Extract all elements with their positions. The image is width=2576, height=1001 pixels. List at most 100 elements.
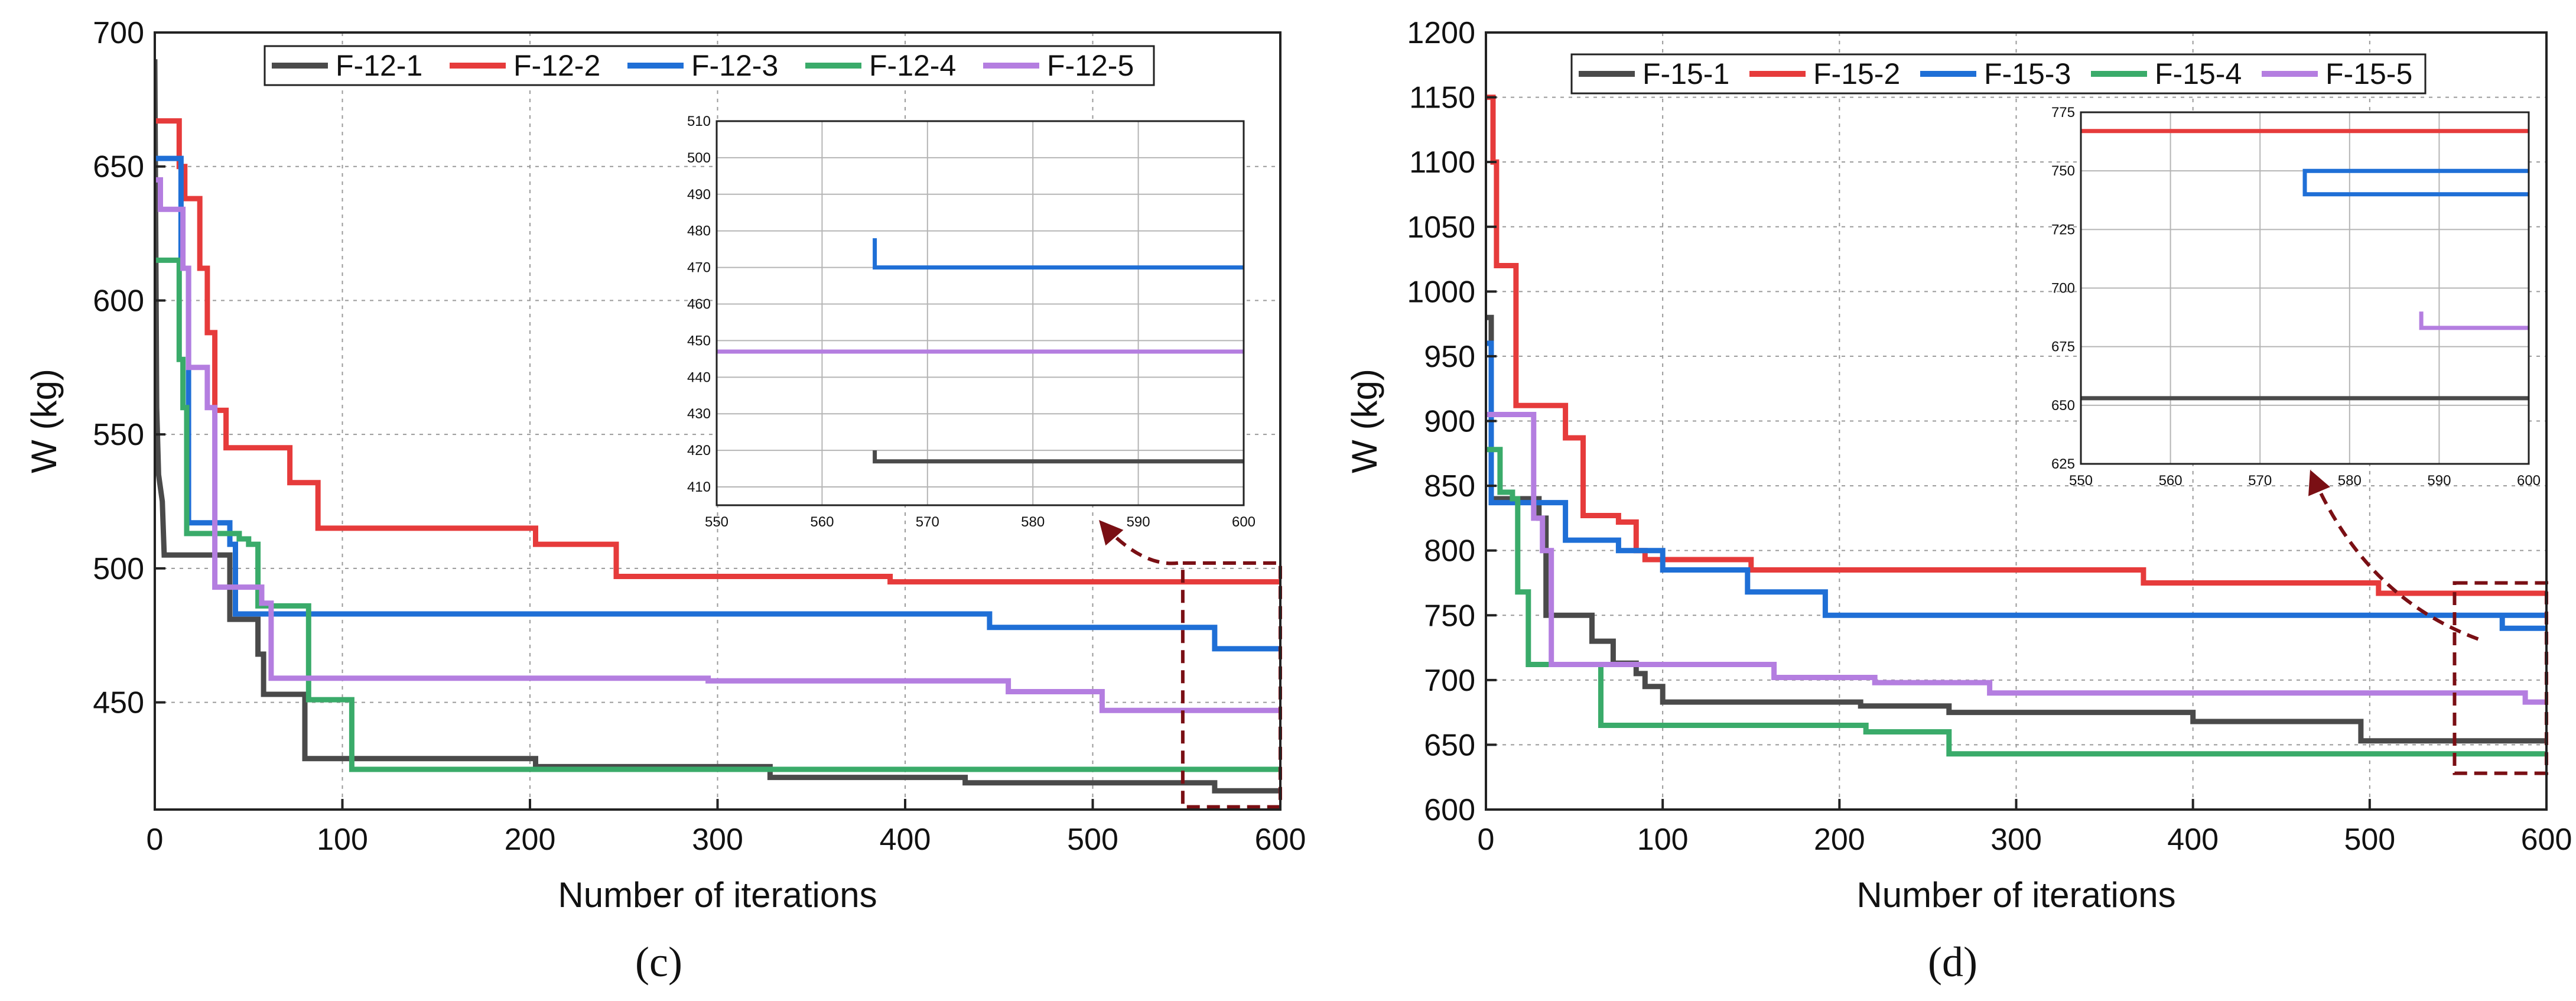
legend-label-f-15-4: F-15-4	[2155, 57, 2242, 90]
inset-x-tick-label: 560	[2159, 473, 2183, 489]
y-tick-label: 700	[1424, 664, 1475, 698]
x-tick-label: 0	[147, 823, 164, 857]
y-tick-label: 650	[1424, 728, 1475, 762]
x-tick-label: 200	[1814, 823, 1865, 857]
inset-y-tick-label: 440	[687, 369, 711, 385]
zoom-arrow-head	[1099, 520, 1124, 546]
series-group	[155, 59, 1280, 794]
inset-x-tick-label: 550	[2069, 473, 2093, 489]
y-tick-label: 450	[93, 686, 144, 720]
legend-label-f-15-5: F-15-5	[2325, 57, 2412, 90]
inset-x-tick-label: 600	[2517, 473, 2541, 489]
x-tick-label: 500	[2344, 823, 2395, 857]
zoom-arrow-head	[2308, 470, 2330, 496]
inset-x-tick-label: 590	[1127, 514, 1150, 530]
inset-y-tick-label: 750	[2051, 163, 2075, 179]
inset-x-tick-label: 550	[705, 514, 728, 530]
inset-y-tick-label: 500	[687, 150, 711, 166]
y-axis-title: W (kg)	[24, 369, 64, 473]
inset-y-tick-label: 510	[687, 113, 711, 129]
zoom-region-box	[2453, 581, 2548, 775]
y-tick-label: 1100	[1409, 145, 1475, 180]
inset-y-tick-label: 420	[687, 443, 711, 459]
inset-y-tick-label: 430	[687, 406, 711, 422]
y-tick-label: 800	[1424, 534, 1475, 568]
inset-x-tick-label: 590	[2427, 473, 2451, 489]
y-tick-label: 1000	[1407, 275, 1475, 309]
legend: F-15-1 F-15-2 F-15-3 F-15-4 F-15-5	[1570, 53, 2427, 95]
inset-series-line-f-15-1	[2081, 396, 2529, 401]
inset-series-group	[717, 238, 1244, 464]
inset-background	[717, 121, 1244, 505]
series-line-f-15-2	[1486, 95, 2546, 596]
legend-label-f-15-1: F-15-1	[1642, 57, 1729, 90]
y-tick-label: 600	[1424, 793, 1475, 827]
series-line-f-15-4	[1486, 447, 2546, 757]
x-tick-label: 600	[2521, 823, 2572, 857]
inset: 550 560 570 580 590 600 410 420 430 440 450 460 470 4…	[687, 113, 1256, 530]
x-tick-label: 400	[2167, 823, 2219, 857]
x-tick-label: 300	[692, 823, 743, 857]
series-line-f-12-5	[155, 177, 1280, 713]
series-line-f-12-2	[155, 118, 1280, 585]
legend-label-f-12-3: F-12-3	[691, 49, 778, 82]
x-tick-label: 600	[1255, 823, 1306, 857]
inset-y-tick-label: 410	[687, 479, 711, 495]
x-axis-title: Number of iterations	[558, 875, 877, 915]
inset-series-line-f-12-1	[873, 450, 1244, 464]
inset-x-tick-label: 570	[2248, 473, 2272, 489]
inset-series-line-f-15-5	[2419, 311, 2529, 330]
x-tick-label: 400	[880, 823, 931, 857]
inset-x-tick-label: 580	[1021, 514, 1045, 530]
legend: F-12-1 F-12-2 F-12-3 F-12-4 F-12-5	[264, 45, 1155, 86]
legend-label-f-12-2: F-12-2	[513, 49, 600, 82]
panel-label: (d)	[1928, 938, 1977, 986]
y-tick-label: 550	[93, 418, 144, 452]
inset-series-line-f-15-2	[2081, 129, 2529, 134]
legend-label-f-12-1: F-12-1	[336, 49, 422, 82]
legend-label-f-15-3: F-15-3	[1984, 57, 2071, 90]
y-axis-title: W (kg)	[1345, 369, 1384, 473]
legend-label-f-15-2: F-15-2	[1813, 57, 1900, 90]
y-tick-label: 700	[93, 16, 144, 50]
y-tick-label: 1200	[1407, 16, 1475, 50]
y-tick-label: 900	[1424, 405, 1475, 439]
x-tick-label: 500	[1067, 823, 1118, 857]
x-tick-label: 100	[317, 823, 368, 857]
series-line-f-12-4	[155, 257, 1280, 772]
inset-series-line-f-12-3	[873, 238, 1244, 270]
inset-y-tick-label: 450	[687, 333, 711, 349]
inset-y-tick-label: 725	[2051, 222, 2075, 238]
inset-x-tick-label: 600	[1232, 514, 1256, 530]
inset-y-tick-label: 700	[2051, 281, 2075, 297]
series-group	[1486, 95, 2546, 757]
y-tick-label: 1150	[1409, 81, 1475, 115]
x-tick-label: 100	[1637, 823, 1689, 857]
y-tick-label: 500	[93, 552, 144, 586]
legend-label-f-12-4: F-12-4	[869, 49, 956, 82]
series-line-f-15-3	[1486, 340, 2546, 631]
inset-y-tick-label: 650	[2051, 398, 2075, 414]
panel-label: (c)	[635, 938, 682, 986]
inset-y-tick-label: 480	[687, 223, 711, 239]
inset-series-line-f-15-3	[2302, 168, 2529, 197]
x-tick-label: 300	[1990, 823, 2042, 857]
inset-x-tick-label: 580	[2338, 473, 2362, 489]
zoom-arrow-line	[2308, 469, 2479, 641]
inset-y-tick-label: 470	[687, 260, 711, 276]
chart-c: 0 100 200 300 400 500 600 450 500 550 600 650 700 Num…	[24, 16, 1306, 986]
legend-label-f-12-5: F-12-5	[1047, 49, 1134, 82]
inset-frame	[2080, 111, 2530, 465]
y-tick-label: 600	[93, 284, 144, 318]
inset-x-tick-label: 570	[916, 514, 939, 530]
inset: 550 560 570 580 590 600 625 650 675 700 725 750 775	[2051, 105, 2541, 489]
y-tick-label: 650	[93, 150, 144, 184]
inset-series-group	[2081, 129, 2529, 401]
x-tick-label: 0	[1478, 823, 1495, 857]
x-axis-title: Number of iterations	[1856, 875, 2175, 915]
zoom-region-box	[1180, 561, 1283, 809]
inset-y-tick-label: 775	[2051, 105, 2075, 121]
inset-y-tick-label: 490	[687, 187, 711, 203]
inset-x-tick-label: 560	[810, 514, 834, 530]
